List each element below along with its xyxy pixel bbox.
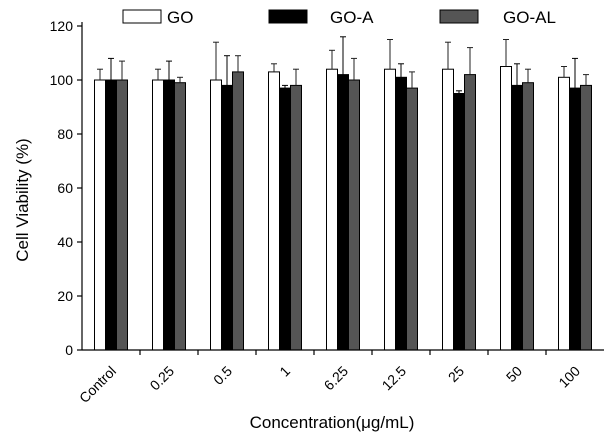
x-axis-title: Concentration(μg/mL) bbox=[250, 413, 415, 432]
bar-go-100 bbox=[558, 76, 570, 351]
x-tick-label: 1 bbox=[276, 363, 293, 380]
bar-go-50 bbox=[500, 66, 512, 351]
bar-go-12.5 bbox=[384, 68, 396, 351]
bar-go-a-0.25 bbox=[163, 79, 175, 351]
x-tick-label: 6.25 bbox=[321, 363, 352, 394]
bar-go-control bbox=[94, 79, 106, 351]
bar-go-6.25 bbox=[326, 68, 338, 351]
x-tick-label: 25 bbox=[445, 363, 467, 385]
bar-go-0.5 bbox=[210, 79, 222, 351]
y-tick-label: 0 bbox=[65, 342, 73, 358]
legend-swatch-go-al bbox=[439, 9, 479, 24]
legend: GO GO-A GO-AL bbox=[122, 8, 556, 27]
y-tick-label: 80 bbox=[57, 126, 73, 142]
legend-swatch-go bbox=[122, 9, 162, 24]
bar-go-al-50 bbox=[522, 82, 534, 351]
bar-go-al-6.25 bbox=[348, 79, 360, 351]
bar-go-25 bbox=[442, 68, 454, 351]
bar-go-0.25 bbox=[152, 79, 164, 351]
bar-go-al-1 bbox=[290, 84, 302, 351]
y-axis-title: Cell Viability (%) bbox=[13, 138, 32, 261]
legend-label-go-al: GO-AL bbox=[503, 8, 556, 27]
bars-layer bbox=[94, 36, 592, 351]
bar-go-al-100 bbox=[580, 84, 592, 351]
y-tick-label: 20 bbox=[57, 288, 73, 304]
x-tick-label: 100 bbox=[555, 363, 583, 391]
y-tick-label: 100 bbox=[50, 72, 74, 88]
legend-label-go: GO bbox=[167, 8, 193, 27]
legend-label-go-a: GO-A bbox=[330, 8, 374, 27]
bar-go-a-control bbox=[105, 79, 117, 351]
y-tick-label: 60 bbox=[57, 180, 73, 196]
x-tick-label: Control bbox=[76, 363, 119, 406]
x-tick-label: 0.5 bbox=[210, 363, 235, 388]
bar-go-al-0.25 bbox=[174, 82, 186, 351]
x-tick-label: 0.25 bbox=[147, 363, 178, 394]
bar-go-a-100 bbox=[569, 87, 581, 351]
bar-go-a-0.5 bbox=[221, 84, 233, 351]
bar-go-a-1 bbox=[279, 87, 291, 351]
bar-go-a-50 bbox=[511, 84, 523, 351]
x-tick-label: 12.5 bbox=[379, 363, 410, 394]
bar-go-al-0.5 bbox=[232, 71, 244, 351]
bar-go-al-control bbox=[116, 79, 128, 351]
legend-swatch-go-a bbox=[268, 9, 308, 24]
bar-go-a-6.25 bbox=[337, 74, 349, 351]
y-tick-label: 40 bbox=[57, 234, 73, 250]
bar-go-al-25 bbox=[464, 74, 476, 351]
bar-go-1 bbox=[268, 71, 280, 351]
bar-go-al-12.5 bbox=[406, 87, 418, 351]
x-tick-label: 50 bbox=[503, 363, 525, 385]
y-tick-label: 120 bbox=[50, 18, 74, 34]
bar-go-a-25 bbox=[453, 93, 465, 351]
bar-go-a-12.5 bbox=[395, 76, 407, 351]
